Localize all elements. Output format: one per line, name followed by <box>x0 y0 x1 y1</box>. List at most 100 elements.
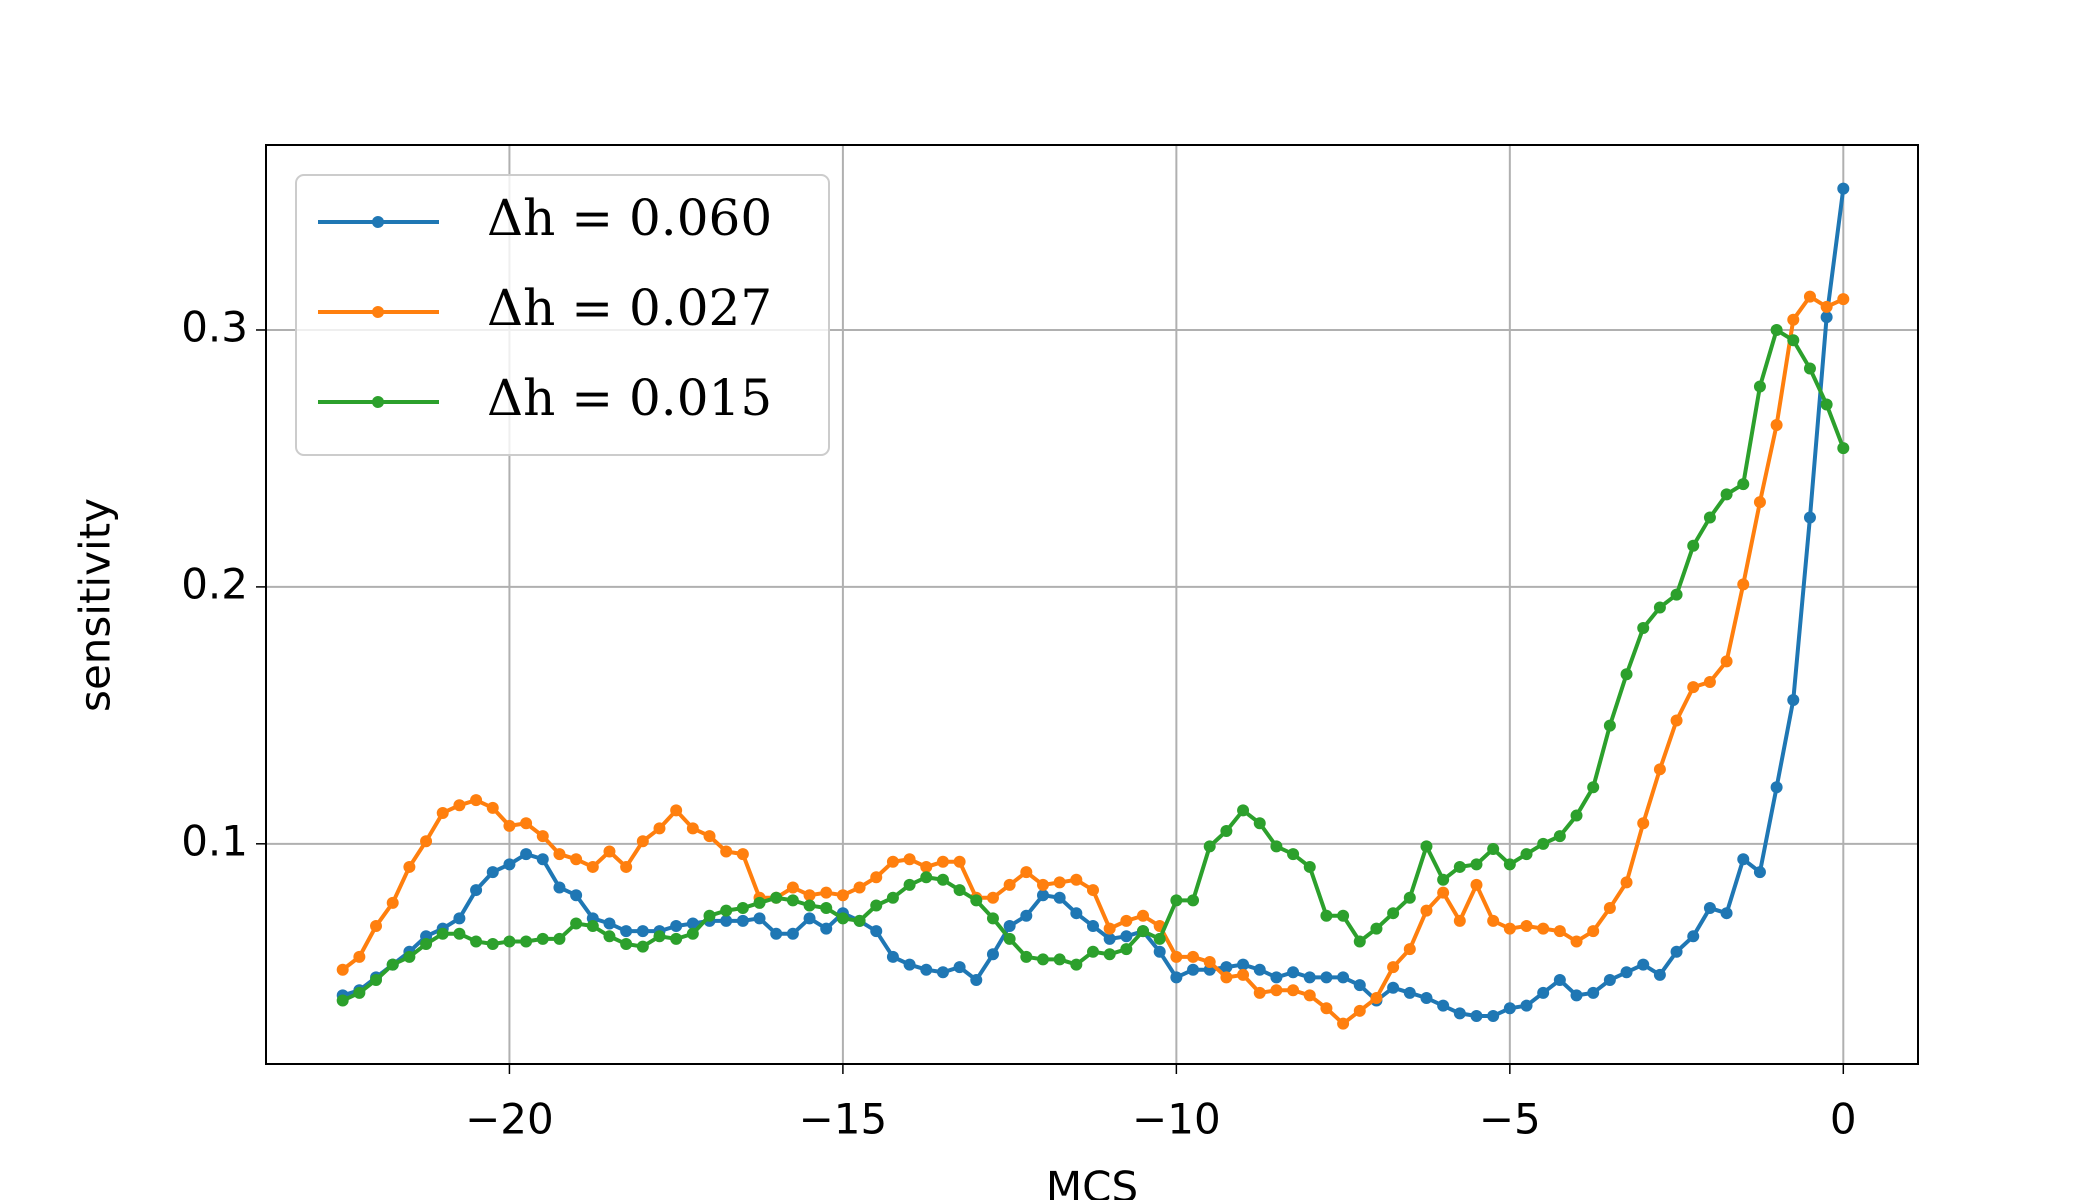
data-point <box>1237 804 1250 817</box>
data-point <box>1737 578 1750 591</box>
data-point <box>670 920 683 933</box>
data-point <box>1036 878 1049 891</box>
data-point <box>486 866 499 879</box>
data-point <box>970 973 983 986</box>
data-point <box>603 917 616 930</box>
data-point <box>586 920 599 933</box>
data-point <box>453 799 466 812</box>
data-point <box>1420 840 1433 853</box>
data-point <box>1220 961 1233 974</box>
data-point <box>920 871 933 884</box>
data-point <box>1720 907 1733 920</box>
data-point <box>1370 922 1383 935</box>
data-point <box>1570 989 1583 1002</box>
data-point <box>1320 1002 1333 1015</box>
data-point <box>803 912 816 925</box>
data-point <box>1703 902 1716 915</box>
data-point <box>1620 876 1633 889</box>
y-axis-label: sensitivity <box>71 498 120 712</box>
data-point <box>870 899 883 912</box>
data-point <box>1787 693 1800 706</box>
data-point <box>1553 973 1566 986</box>
data-point <box>1053 953 1066 966</box>
data-point <box>1470 858 1483 871</box>
data-point <box>1153 945 1166 958</box>
data-point <box>486 801 499 814</box>
data-point <box>1187 950 1200 963</box>
data-point <box>1770 419 1783 432</box>
data-point <box>853 914 866 927</box>
data-point <box>1737 478 1750 491</box>
data-point <box>520 848 533 861</box>
data-point <box>353 986 366 999</box>
data-point <box>553 932 566 945</box>
x-tick-label: −15 <box>799 1095 888 1144</box>
data-point <box>1453 860 1466 873</box>
data-point <box>386 958 399 971</box>
plot-frame <box>265 144 1919 1065</box>
data-point <box>1803 511 1816 524</box>
data-point <box>1603 902 1616 915</box>
data-point <box>1270 984 1283 997</box>
data-point <box>653 930 666 943</box>
data-point <box>953 961 966 974</box>
data-point <box>1387 907 1400 920</box>
data-point <box>470 935 483 948</box>
data-point <box>903 958 916 971</box>
data-point <box>1003 920 1016 933</box>
data-point <box>870 871 883 884</box>
data-point <box>886 855 899 868</box>
data-point <box>1537 922 1550 935</box>
data-point <box>1537 837 1550 850</box>
data-point <box>870 925 883 938</box>
data-point <box>1687 930 1700 943</box>
data-point <box>1036 953 1049 966</box>
data-point <box>1220 824 1233 837</box>
data-point <box>1437 999 1450 1012</box>
data-point <box>1053 876 1066 889</box>
data-point <box>753 912 766 925</box>
data-point <box>353 950 366 963</box>
data-point <box>1837 293 1850 306</box>
data-point <box>1520 848 1533 861</box>
data-point <box>703 909 716 922</box>
data-point <box>1203 956 1216 969</box>
data-point <box>803 889 816 902</box>
data-point <box>1803 362 1816 375</box>
data-point <box>1787 334 1800 347</box>
data-point <box>1587 925 1600 938</box>
data-point <box>370 973 383 986</box>
data-point <box>1737 853 1750 866</box>
data-point <box>636 925 649 938</box>
data-point <box>720 914 733 927</box>
data-point <box>1120 943 1133 956</box>
data-point <box>986 948 999 961</box>
data-point <box>503 819 516 832</box>
legend-label: Δh = 0.060 <box>487 189 772 247</box>
data-point <box>1653 968 1666 981</box>
data-point <box>1503 858 1516 871</box>
data-point <box>903 853 916 866</box>
data-point <box>1403 891 1416 904</box>
legend-label: Δh = 0.015 <box>487 369 772 427</box>
data-point <box>1253 986 1266 999</box>
data-point <box>936 873 949 886</box>
data-point <box>1070 907 1083 920</box>
data-point <box>570 889 583 902</box>
data-point <box>1103 948 1116 961</box>
legend-marker <box>372 216 384 228</box>
data-point <box>1837 442 1850 455</box>
data-point <box>370 920 383 933</box>
data-point <box>386 896 399 909</box>
data-point <box>1320 971 1333 984</box>
legend-box <box>295 174 830 456</box>
data-point <box>786 927 799 940</box>
data-point <box>1020 950 1033 963</box>
data-point <box>1353 979 1366 992</box>
data-point <box>1820 300 1833 313</box>
data-point <box>1703 675 1716 688</box>
data-point <box>1487 914 1500 927</box>
data-point <box>1087 884 1100 897</box>
data-point <box>1503 1002 1516 1015</box>
data-point <box>520 817 533 830</box>
